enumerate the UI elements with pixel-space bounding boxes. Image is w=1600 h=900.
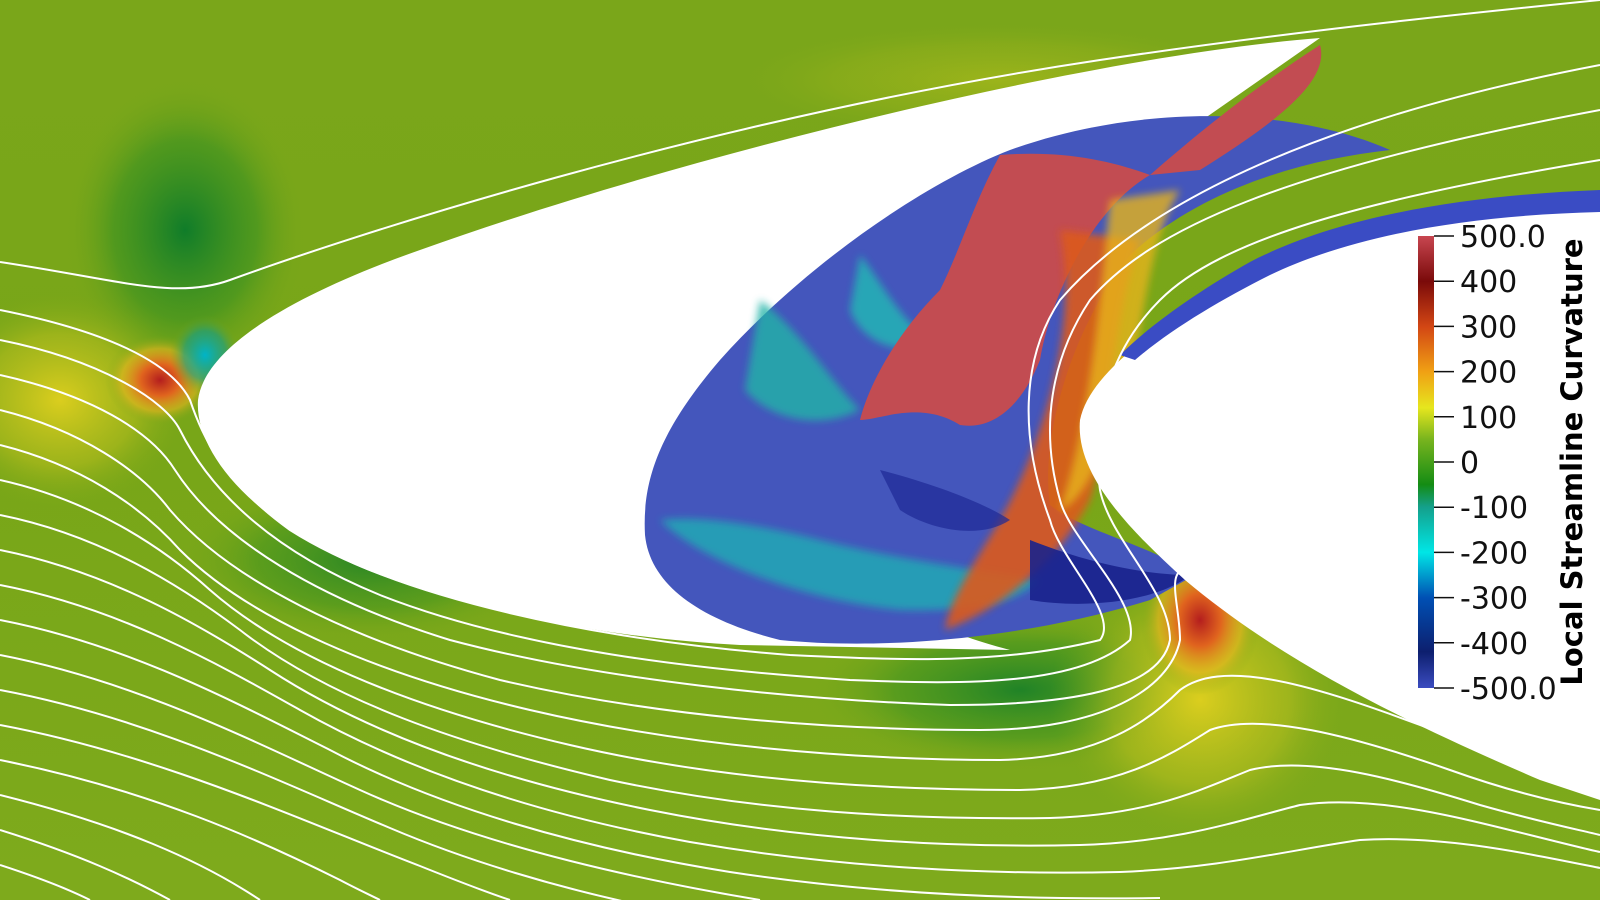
color-bar-tick-label: 300 bbox=[1460, 310, 1517, 345]
color-bar-tick-label: 400 bbox=[1460, 265, 1517, 300]
right-blade-body bbox=[1079, 200, 1600, 800]
right-blade-edge bbox=[1120, 190, 1600, 360]
color-bar-legend: 500.0 400 300 200 100 0 -100 -200 -300 -400 -500.0… bbox=[1418, 220, 1589, 707]
color-bar-tick-label: -400 bbox=[1460, 627, 1528, 662]
vortex-region bbox=[644, 45, 1390, 644]
color-bar bbox=[1418, 236, 1434, 688]
color-bar-tick-label: 100 bbox=[1460, 401, 1517, 436]
color-bar-title: Local Streamline Curvature bbox=[1555, 238, 1589, 685]
color-bar-tick-label: -500.0 bbox=[1460, 672, 1557, 707]
color-bar-tick-label: 200 bbox=[1460, 356, 1517, 391]
color-bar-tick-label: -200 bbox=[1460, 536, 1528, 571]
color-bar-tick-label: -100 bbox=[1460, 491, 1528, 526]
color-bar-tick-label: -300 bbox=[1460, 582, 1528, 617]
color-bar-tick-label: 0 bbox=[1460, 446, 1479, 481]
color-bar-tick-label: 500.0 bbox=[1460, 220, 1546, 255]
color-bar-ticks: 500.0 400 300 200 100 0 -100 -200 -300 -400 -500.0 bbox=[1434, 220, 1557, 707]
